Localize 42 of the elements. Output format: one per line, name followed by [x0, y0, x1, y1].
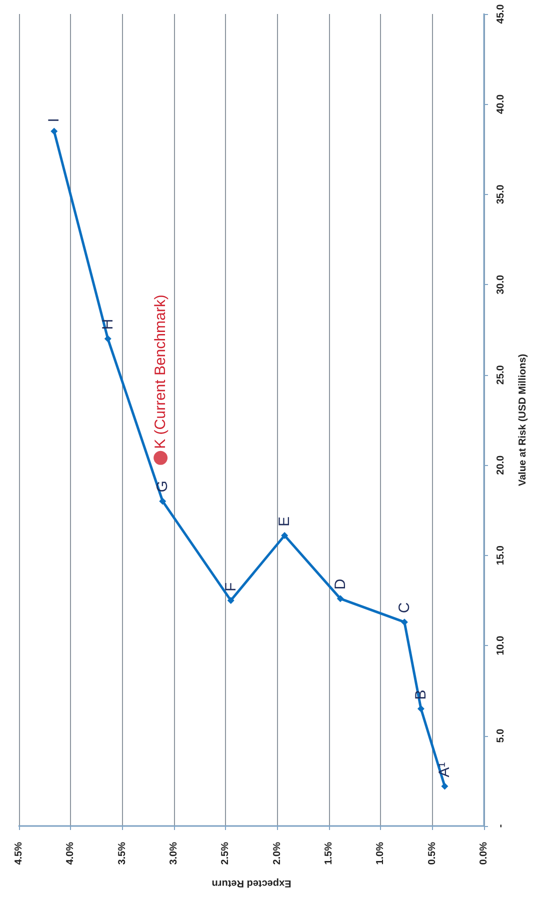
- annotation: K (Current Benchmark): [152, 294, 170, 449]
- x-tick-label: 4.5%: [14, 842, 24, 865]
- x-tick-label: 1.5%: [324, 842, 334, 865]
- y-axis-title: Value at Risk (USD Millions): [518, 354, 528, 486]
- point: [336, 595, 344, 602]
- y-tick-label: 35.0: [496, 184, 506, 204]
- x-tick-label: 2.0%: [272, 842, 283, 865]
- y-tick-label: 20.0: [496, 454, 506, 475]
- point: [159, 498, 166, 505]
- y-tick-label: 25.0: [496, 364, 506, 385]
- x-axis-title: Expected Return: [212, 878, 292, 888]
- annotation: F: [222, 582, 240, 592]
- annotation: C: [396, 602, 413, 614]
- point: [281, 532, 288, 539]
- point: [441, 782, 448, 790]
- annotation: E: [276, 516, 294, 526]
- y-tick-label: 5.0: [496, 728, 506, 743]
- point: [227, 596, 234, 604]
- y-tick-label: 15.0: [496, 545, 506, 566]
- x-tick-label: 3.5%: [116, 842, 128, 865]
- x-tick-label: 0.5%: [426, 842, 438, 865]
- x-tick-label: 1.0%: [375, 842, 386, 865]
- annotation: D: [332, 578, 349, 590]
- y-tick-label: -: [496, 824, 506, 828]
- point: [50, 128, 58, 135]
- annotation: H: [99, 318, 116, 330]
- y-tick-label: 30.0: [496, 274, 506, 294]
- x-tick-label: 4.0%: [65, 842, 76, 865]
- y-tick-label: 10.0: [496, 635, 506, 656]
- y-tick-label: 45.0: [496, 4, 506, 24]
- x-tick-label: 2.5%: [220, 842, 232, 865]
- point: [417, 705, 424, 712]
- annotation: I: [46, 118, 63, 122]
- x-tick-label: 3.0%: [168, 842, 180, 865]
- x-tick-label: 0.0%: [478, 842, 490, 865]
- point: [154, 450, 168, 465]
- annotation: B: [412, 690, 430, 700]
- y-tick-label: 40.0: [496, 94, 506, 114]
- annotation: G: [154, 480, 172, 492]
- annotation: A¹: [436, 762, 454, 778]
- point: [104, 335, 112, 342]
- point: [400, 618, 408, 626]
